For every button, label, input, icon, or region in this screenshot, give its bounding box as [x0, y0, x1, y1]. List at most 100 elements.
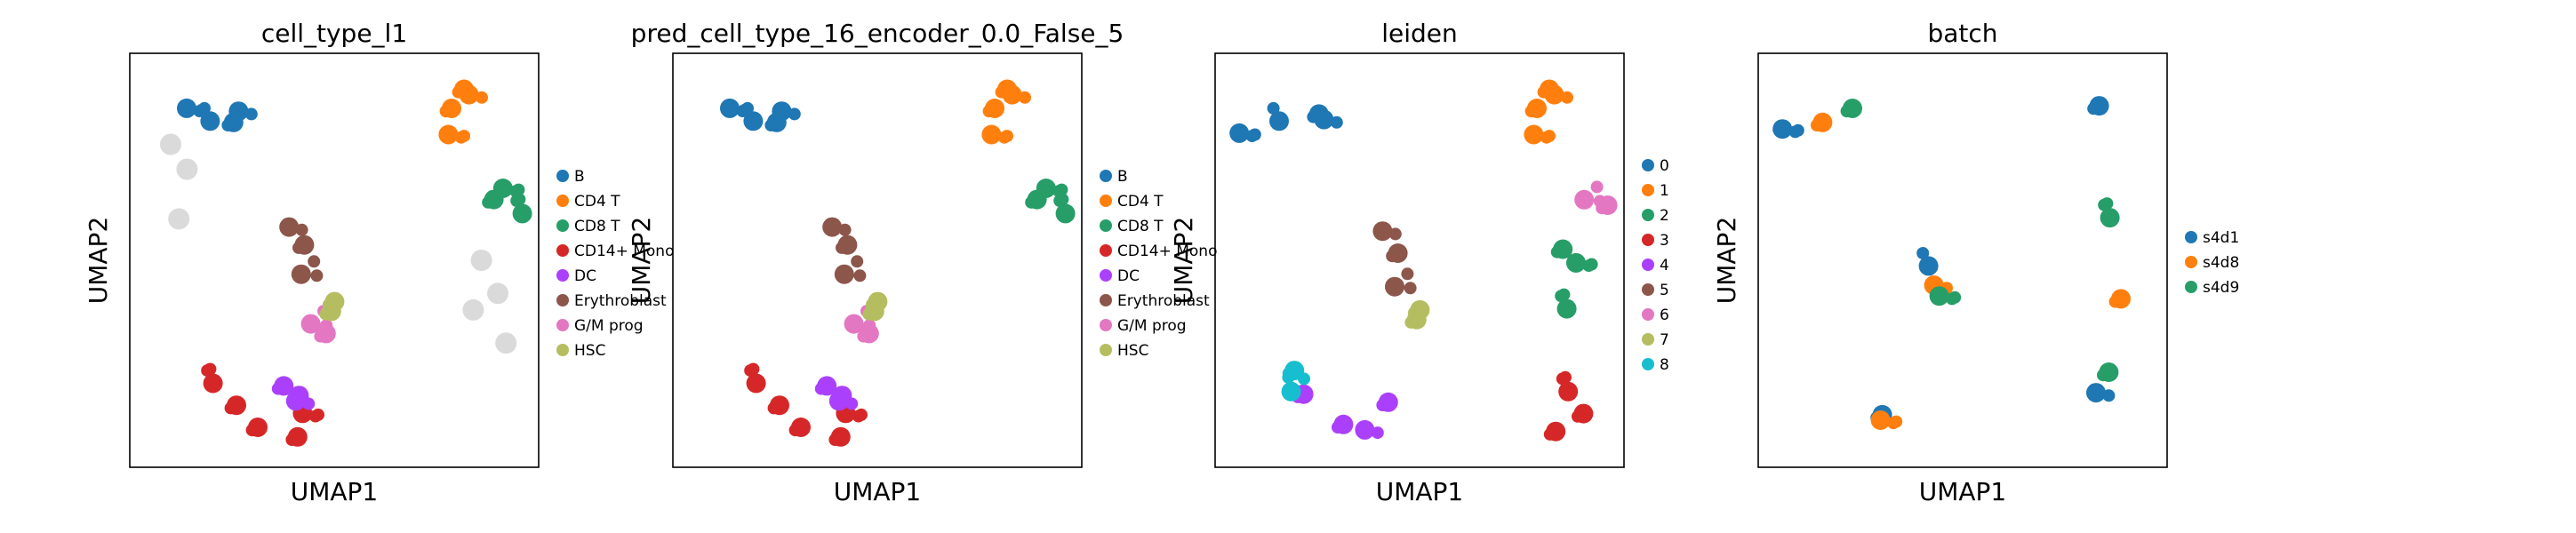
- legend: s4d1 s4d8 s4d9: [2185, 229, 2239, 297]
- point-cd4-t: [1019, 91, 1031, 104]
- point-cd4-t: [476, 91, 488, 104]
- point-s4d1: [2087, 102, 2100, 115]
- legend-swatch: [1642, 159, 1654, 171]
- legend-label: Erythroblast: [574, 292, 667, 310]
- legend: 0 1 2 3 4 5 6 7 8: [1642, 157, 1669, 374]
- point-0: [1245, 130, 1259, 143]
- point-s4d9: [2100, 208, 2120, 228]
- panel-title: pred_cell_type_16_encoder_0.0_False_5: [631, 19, 1124, 48]
- point-6: [1574, 189, 1595, 210]
- point-s4d1: [2086, 387, 2100, 401]
- scatter-points: [160, 79, 532, 447]
- point-erythroblast: [853, 269, 867, 282]
- point-s4d1: [2102, 389, 2116, 402]
- legend-label: 3: [1660, 232, 1669, 250]
- point-cd4-t: [1003, 90, 1016, 103]
- point-5: [1386, 250, 1399, 263]
- legend-label: CD8 T: [1117, 218, 1164, 235]
- point-8: [1298, 372, 1310, 386]
- legend-swatch: [556, 195, 569, 207]
- legend-label: 2: [1660, 207, 1669, 225]
- point-6: [1590, 180, 1604, 194]
- point-dc: [829, 395, 843, 409]
- na-point: [462, 298, 484, 321]
- point-s4d1: [1788, 125, 1802, 139]
- point-cd4-t: [439, 105, 452, 118]
- legend-label: DC: [1117, 267, 1140, 285]
- point-b: [244, 107, 258, 121]
- point-g-m-prog: [857, 330, 870, 343]
- point-s4d9: [1840, 105, 1853, 118]
- point-cd14-mono: [224, 402, 237, 415]
- point-cd14-mono: [788, 424, 802, 437]
- point-s4d9: [1929, 286, 1949, 306]
- legend-swatch: [1100, 319, 1112, 331]
- legend-label: B: [1117, 168, 1128, 186]
- legend-swatch: [1642, 184, 1654, 196]
- point-1: [1524, 105, 1538, 118]
- point-2: [1556, 298, 1577, 319]
- legend-swatch: [1100, 269, 1112, 282]
- point-hsc: [319, 307, 332, 321]
- panel-title: cell_type_l1: [261, 19, 407, 48]
- legend-label: 0: [1660, 157, 1669, 175]
- point-erythroblast: [851, 255, 864, 268]
- point-cd14-mono: [245, 424, 259, 437]
- point-cd8-t: [1036, 179, 1056, 198]
- point-cd4-t: [982, 105, 996, 118]
- legend-swatch: [556, 219, 569, 232]
- legend-label: 1: [1660, 182, 1669, 200]
- legend-swatch: [1642, 358, 1654, 370]
- x-axis-label: UMAP1: [1376, 477, 1464, 506]
- legend-swatch: [556, 344, 569, 356]
- point-dc: [302, 397, 316, 410]
- panel-title: batch: [1927, 19, 1997, 48]
- point-3: [1558, 381, 1579, 402]
- legend-swatch: [1100, 344, 1112, 356]
- scatter-points: [1229, 79, 1618, 442]
- legend-label: HSC: [1117, 342, 1148, 360]
- legend-label: CD14+ Mono: [1117, 243, 1217, 260]
- point-dc: [845, 397, 859, 410]
- panel-title: leiden: [1381, 19, 1458, 48]
- legend-swatch: [2185, 231, 2197, 243]
- point-erythroblast: [823, 222, 836, 235]
- point-s4d8: [1887, 417, 1900, 430]
- axes-frame: [1214, 52, 1625, 468]
- y-axis-label: UMAP2: [1169, 217, 1198, 305]
- legend-swatch: [1642, 234, 1654, 246]
- scatter-points: [1772, 96, 2131, 430]
- point-8: [1281, 381, 1301, 402]
- legend-swatch: [1100, 195, 1112, 207]
- legend-swatch: [2185, 281, 2197, 293]
- point-1: [1540, 131, 1553, 144]
- legend-label: CD4 T: [1117, 193, 1164, 211]
- panel-cell-type-l1: cell_type_l1 UMAP1 UMAP2 B CD4 T CD8 T CD14…: [84, 19, 674, 506]
- point-0: [1229, 123, 1250, 143]
- legend-label: s4d1: [2203, 229, 2239, 247]
- point-erythroblast: [280, 222, 292, 235]
- point-hsc: [862, 307, 876, 321]
- point-b: [177, 98, 196, 118]
- panel-leiden: leiden UMAP1 UMAP2 0 1 2 3 4 5 6 7 8: [1169, 19, 1669, 506]
- point-cd8-t: [1053, 195, 1067, 207]
- legend-label: Erythroblast: [1117, 292, 1210, 310]
- point-erythroblast: [834, 264, 854, 284]
- point-4: [1332, 421, 1344, 434]
- na-point: [470, 250, 492, 271]
- point-b: [764, 119, 778, 131]
- point-g-m-prog: [844, 314, 864, 334]
- point-cd14-mono: [308, 410, 322, 423]
- legend-label: G/M prog: [1117, 317, 1187, 335]
- legend: B CD4 T CD8 T CD14+ Mono DC Erythroblast G/M p…: [1100, 168, 1217, 360]
- point-0: [1315, 115, 1328, 128]
- point-7: [1404, 315, 1418, 329]
- point-erythroblast: [838, 223, 852, 236]
- point-s4d9: [1946, 292, 1958, 306]
- point-2: [1566, 252, 1586, 273]
- point-3: [1543, 427, 1556, 441]
- point-g-m-prog: [314, 330, 327, 343]
- na-point: [168, 208, 190, 230]
- legend-label: CD8 T: [574, 218, 620, 235]
- point-cd4-t: [454, 131, 468, 144]
